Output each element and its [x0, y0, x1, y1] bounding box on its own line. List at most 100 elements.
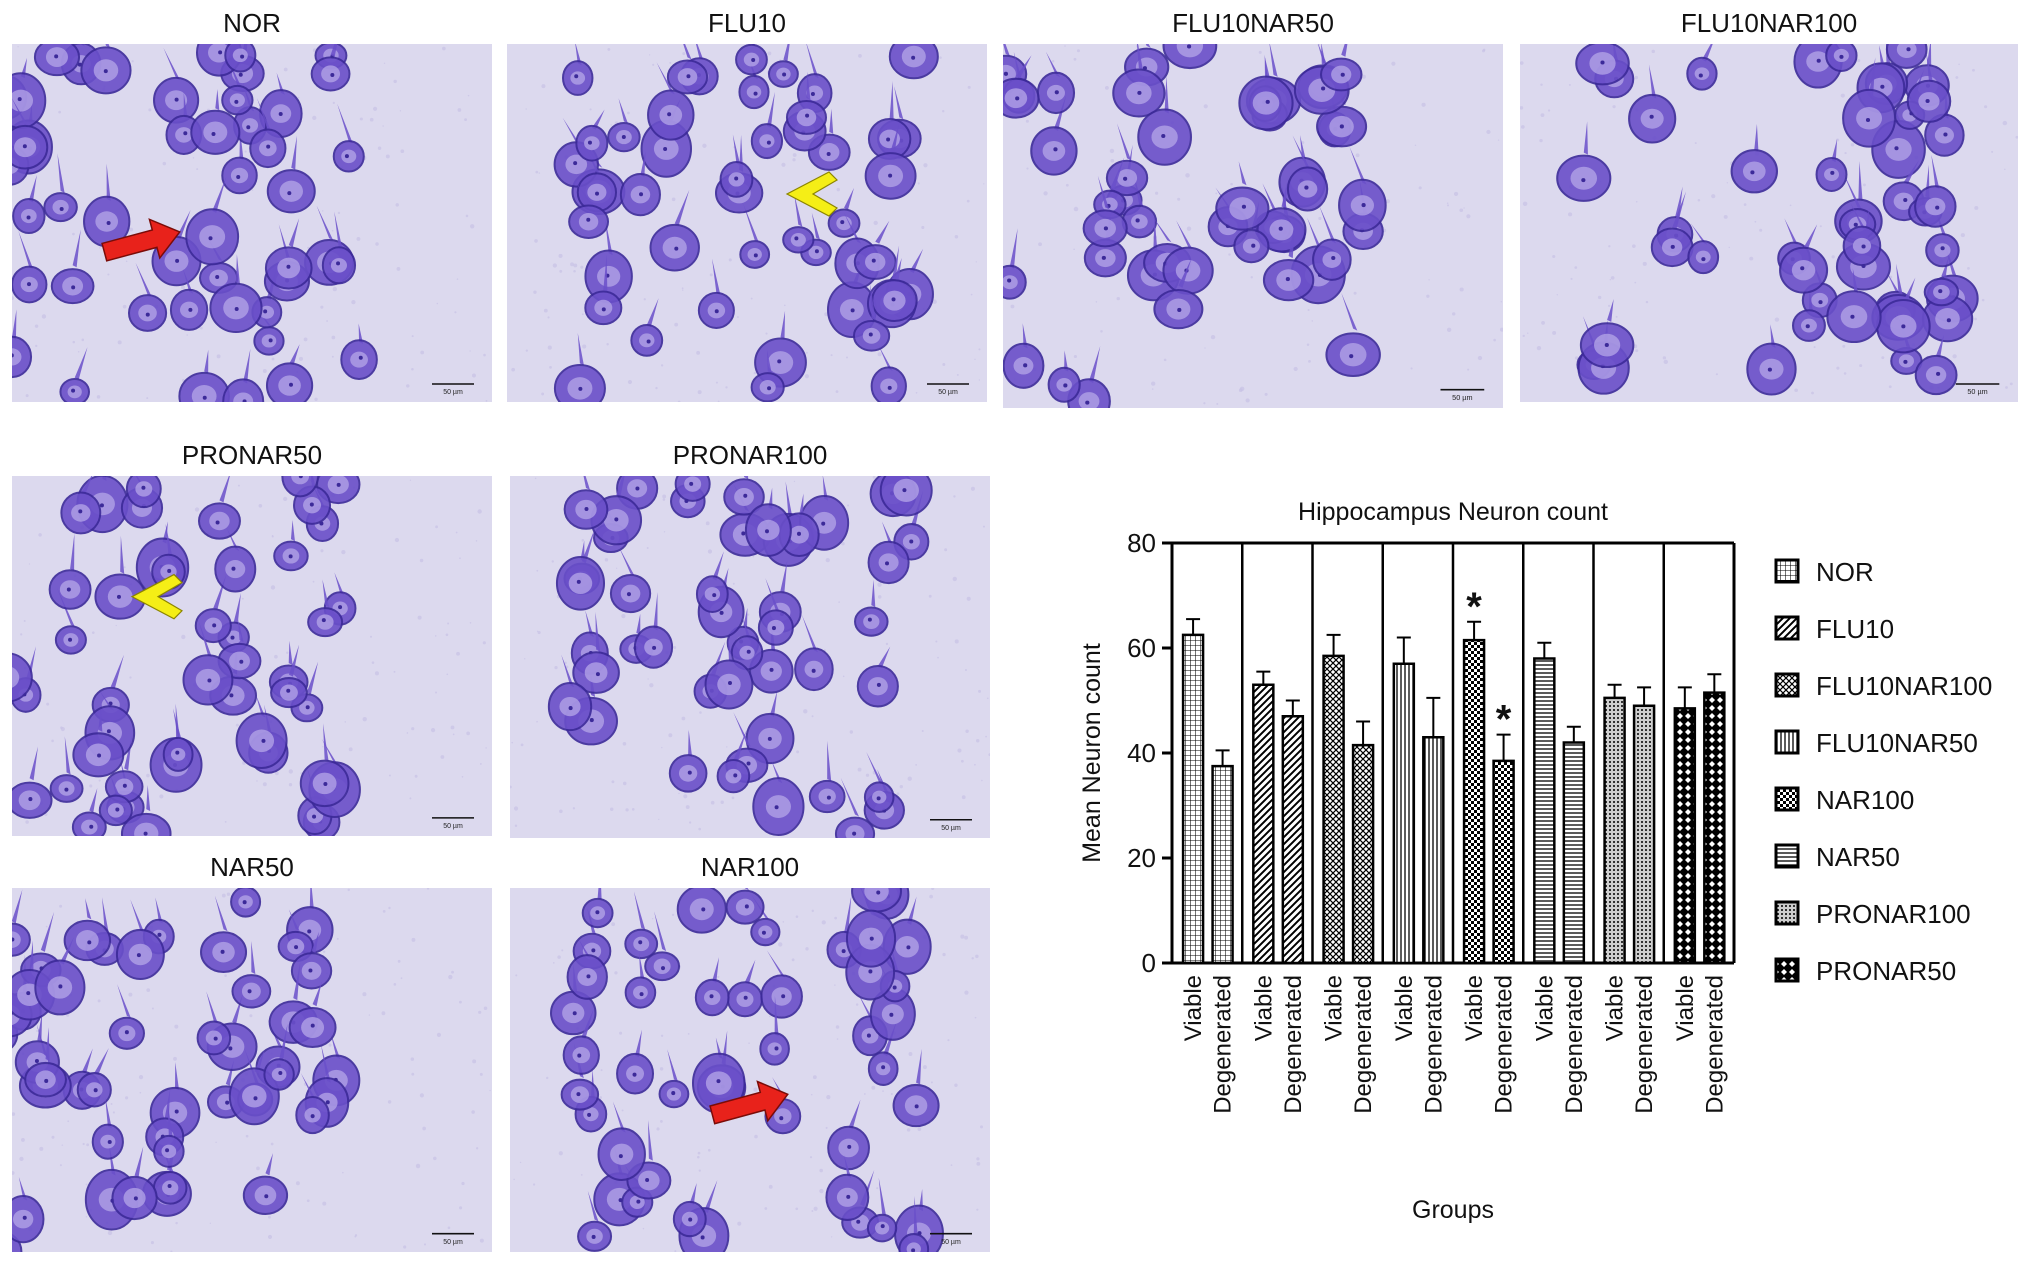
neuron-cell [1556, 121, 1612, 202]
neuron-cell [854, 579, 889, 637]
neuron-cell [674, 476, 711, 502]
neuron-cell [852, 283, 891, 352]
y-tick-label: 60 [1127, 633, 1156, 663]
neuron-cell [785, 71, 827, 135]
neuron-cell [120, 784, 172, 836]
neuron-cell [115, 899, 165, 980]
neuron-cell [1730, 123, 1779, 194]
bar-flu10-viable [1252, 683, 1275, 965]
legend-label-nor: NOR [1816, 557, 1874, 587]
scale-bar-label: 50 µm [1967, 388, 1987, 396]
neuron-cell [1914, 154, 1957, 228]
bar-flu10-degenerated [1281, 715, 1305, 965]
neuron-cell [197, 476, 241, 540]
legend-label-nar50: NAR50 [1816, 842, 1900, 872]
neuron-cell [647, 62, 695, 141]
neuron-cell [1233, 200, 1270, 264]
neuron-cell [12, 746, 53, 819]
neuron-cell [1826, 268, 1882, 344]
neuron-cell [259, 72, 303, 138]
neuron-cell [744, 487, 792, 557]
neuron-cell [644, 911, 681, 982]
neuron-cell [607, 98, 641, 153]
bar-nor-degenerated [1211, 764, 1234, 965]
x-tick-label: Degenerated [1210, 975, 1237, 1114]
neuron-cell [1003, 228, 1027, 300]
neuron-cell [98, 775, 133, 827]
neuron-cell [310, 44, 351, 92]
neuron-cell [266, 135, 316, 214]
neuron-cell [1825, 44, 1858, 72]
neuron-cell [340, 323, 378, 381]
micrograph-image: 50 µm [12, 888, 492, 1252]
neuron-cell [194, 574, 232, 644]
neuron-cell [584, 254, 623, 326]
neuron-cell [658, 1049, 690, 1109]
neuron-cell [866, 1177, 898, 1243]
neuron-cell [80, 44, 132, 95]
significance-marker: * [1496, 698, 1512, 742]
neuron-cell [72, 707, 125, 778]
yellow-chevron-marker [130, 573, 183, 620]
neuron-cell [1792, 289, 1826, 342]
neuron-cell [825, 1155, 870, 1221]
neuron-cell [182, 622, 234, 706]
neuron-cell [633, 592, 674, 669]
panel-label: NOR [223, 8, 281, 38]
y-tick-label: 80 [1127, 528, 1156, 558]
neuron-cell [265, 344, 314, 402]
neuron-cell [782, 193, 815, 254]
yellow-chevron-marker [785, 171, 838, 217]
neuron-cell [624, 952, 657, 1009]
neuron-cell [1003, 55, 1040, 119]
neuron-cell [750, 349, 785, 402]
neuron-cell [270, 644, 308, 709]
neuron-cell [735, 44, 768, 76]
neuron-cell [1650, 191, 1694, 268]
neuron-cell [834, 777, 876, 838]
neuron-cell [190, 89, 241, 155]
neuron-cell [264, 218, 313, 290]
neuron-cell [235, 695, 288, 770]
neuron-cell [719, 134, 754, 198]
neuron-cell [738, 59, 770, 110]
micrograph-image: 50 µm [12, 44, 492, 402]
neuron-cell [169, 269, 209, 331]
x-tick-label: Viable [1391, 975, 1418, 1041]
legend-swatch-nor [1774, 558, 1800, 584]
neuron-cell [153, 47, 200, 124]
bar-nar100-degenerated [1492, 759, 1515, 965]
legend-label-flu10nar100: FLU10NAR100 [1816, 671, 1992, 701]
neuron-cell [893, 490, 930, 561]
scale-bar-label: 50 µm [443, 823, 463, 830]
micrograph-panel-nar100: NAR100 50 µm [510, 852, 990, 1252]
neuron-cell [609, 546, 652, 614]
neuron-cell [34, 937, 86, 1016]
neuron-cell [898, 1196, 930, 1252]
neuron-cell [1082, 175, 1128, 248]
neuron-cell [760, 950, 803, 1019]
neuron-cell [33, 44, 81, 77]
neuron-cell [619, 151, 661, 217]
neuron-cell [616, 1029, 655, 1095]
bar-pronar50-degenerated [1703, 691, 1726, 965]
neuron-cell [1286, 135, 1329, 212]
neuron-cell [1153, 258, 1204, 330]
legend-label-pronar100: PRONAR100 [1816, 899, 1971, 929]
neuron-cell [224, 44, 257, 73]
x-tick-label: Degenerated [1561, 975, 1588, 1114]
neuron-cell [827, 187, 861, 238]
legend-swatch-nar100 [1774, 786, 1800, 812]
neuron-cell [562, 1008, 600, 1075]
bar-nar50-viable [1533, 657, 1556, 965]
neuron-cell [808, 740, 846, 814]
significance-marker: * [1466, 585, 1482, 629]
x-tick-label: Degenerated [1491, 975, 1518, 1114]
micrograph-panel-flu10: FLU10 50 µm [507, 8, 987, 402]
neuron-cell [630, 298, 664, 357]
scale-bar-label: 50 µm [941, 1239, 961, 1246]
neuron-cell [12, 1176, 45, 1244]
neuron-cell [76, 1048, 112, 1108]
neuron-cell [697, 258, 735, 329]
neuron-cell [111, 1146, 158, 1221]
